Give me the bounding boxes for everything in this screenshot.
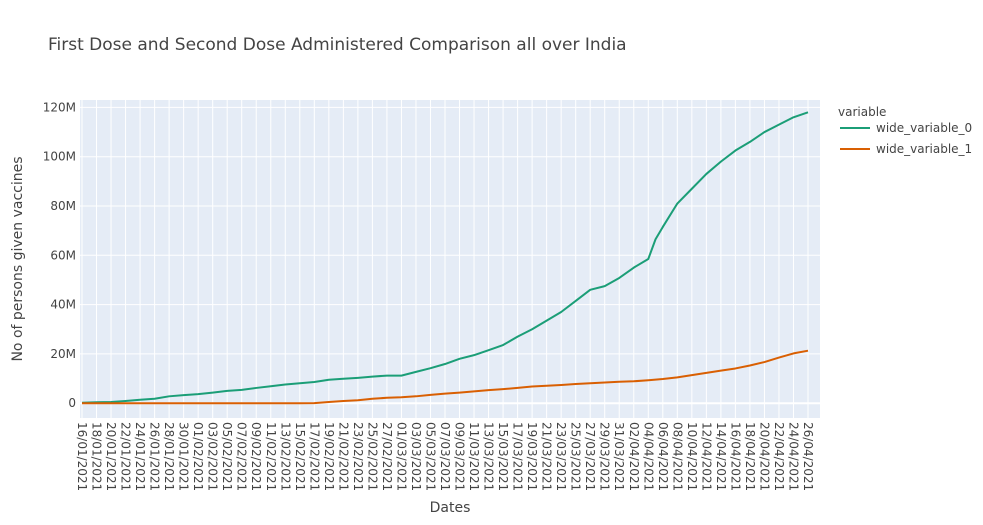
x-tick-label: 18/04/2021 xyxy=(743,422,757,491)
x-tick-label: 02/04/2021 xyxy=(627,422,641,491)
legend: variable wide_variable_0 wide_variable_1 xyxy=(838,105,972,156)
x-tick-label: 09/03/2021 xyxy=(453,422,467,491)
x-tick-label: 28/01/2021 xyxy=(162,422,176,491)
x-tick-label: 27/02/2021 xyxy=(380,422,394,491)
x-tick-label: 15/02/2021 xyxy=(293,422,307,491)
series-lines xyxy=(81,111,809,405)
legend-title: variable xyxy=(838,105,886,119)
x-tick-label: 14/04/2021 xyxy=(714,422,728,491)
x-tick-label: 25/03/2021 xyxy=(569,422,583,491)
x-tick-label: 16/01/2021 xyxy=(75,422,89,491)
x-tick-label: 23/02/2021 xyxy=(351,422,365,491)
x-tick-label: 03/03/2021 xyxy=(409,422,423,491)
y-tick-label: 80M xyxy=(50,199,76,213)
x-tick-label: 26/01/2021 xyxy=(148,422,162,491)
x-tick-label: 11/02/2021 xyxy=(264,422,278,491)
grid xyxy=(80,100,820,418)
x-tick-label: 18/01/2021 xyxy=(90,422,104,491)
x-tick-label: 10/04/2021 xyxy=(685,422,699,491)
x-tick-label: 11/03/2021 xyxy=(467,422,481,491)
x-tick-label: 04/04/2021 xyxy=(641,422,655,491)
x-tick-label: 07/02/2021 xyxy=(235,422,249,491)
x-tick-label: 29/03/2021 xyxy=(598,422,612,491)
x-tick-label: 20/01/2021 xyxy=(104,422,118,491)
y-tick-label: 100M xyxy=(43,150,76,164)
x-tick-label: 21/02/2021 xyxy=(336,422,350,491)
y-tick-label: 60M xyxy=(50,248,76,262)
plot-area xyxy=(80,100,820,418)
x-tick-label: 01/02/2021 xyxy=(191,422,205,491)
x-tick-label: 27/03/2021 xyxy=(583,422,597,491)
chart-title: First Dose and Second Dose Administered … xyxy=(48,35,627,55)
x-tick-label: 19/02/2021 xyxy=(322,422,336,491)
x-tick-label: 03/02/2021 xyxy=(206,422,220,491)
x-axis-ticks: 16/01/2021 18/01/2021 20/01/2021 22/01/2021… xyxy=(75,422,815,491)
y-tick-label: 40M xyxy=(50,298,76,312)
x-tick-label: 15/03/2021 xyxy=(496,422,510,491)
x-tick-label: 26/04/2021 xyxy=(801,422,815,491)
x-tick-label: 12/04/2021 xyxy=(699,422,713,491)
x-tick-label: 22/01/2021 xyxy=(119,422,133,491)
y-tick-label: 120M xyxy=(43,100,76,114)
x-tick-label: 30/01/2021 xyxy=(177,422,191,491)
x-tick-label: 16/04/2021 xyxy=(728,422,742,491)
legend-label: wide_variable_1 xyxy=(876,142,972,156)
x-tick-label: 24/04/2021 xyxy=(786,422,800,491)
x-tick-label: 25/02/2021 xyxy=(365,422,379,491)
x-tick-label: 05/03/2021 xyxy=(423,422,437,491)
legend-label: wide_variable_0 xyxy=(876,121,972,135)
x-tick-label: 13/03/2021 xyxy=(482,422,496,491)
x-tick-label: 17/02/2021 xyxy=(307,422,321,491)
x-tick-label: 24/01/2021 xyxy=(133,422,147,491)
x-tick-label: 22/04/2021 xyxy=(772,422,786,491)
x-tick-label: 17/03/2021 xyxy=(511,422,525,491)
series-line-wide_variable_0 xyxy=(81,111,809,404)
x-tick-label: 06/04/2021 xyxy=(656,422,670,491)
y-axis-title: No of persons given vaccines xyxy=(10,156,26,361)
x-axis-title: Dates xyxy=(430,500,471,516)
x-tick-label: 05/02/2021 xyxy=(220,422,234,491)
x-tick-label: 23/03/2021 xyxy=(554,422,568,491)
x-tick-label: 07/03/2021 xyxy=(438,422,452,491)
x-tick-label: 20/04/2021 xyxy=(757,422,771,491)
y-axis-ticks: 0 20M 40M 60M 80M 100M 120M xyxy=(43,100,76,410)
x-tick-label: 21/03/2021 xyxy=(540,422,554,491)
x-tick-label: 09/02/2021 xyxy=(249,422,263,491)
x-tick-label: 01/03/2021 xyxy=(394,422,408,491)
y-tick-label: 20M xyxy=(50,347,76,361)
x-tick-label: 19/03/2021 xyxy=(525,422,539,491)
x-tick-label: 13/02/2021 xyxy=(278,422,292,491)
x-tick-label: 31/03/2021 xyxy=(612,422,626,491)
series-line-wide_variable_1 xyxy=(82,349,809,405)
y-tick-label: 0 xyxy=(68,396,76,410)
x-tick-label: 08/04/2021 xyxy=(670,422,684,491)
